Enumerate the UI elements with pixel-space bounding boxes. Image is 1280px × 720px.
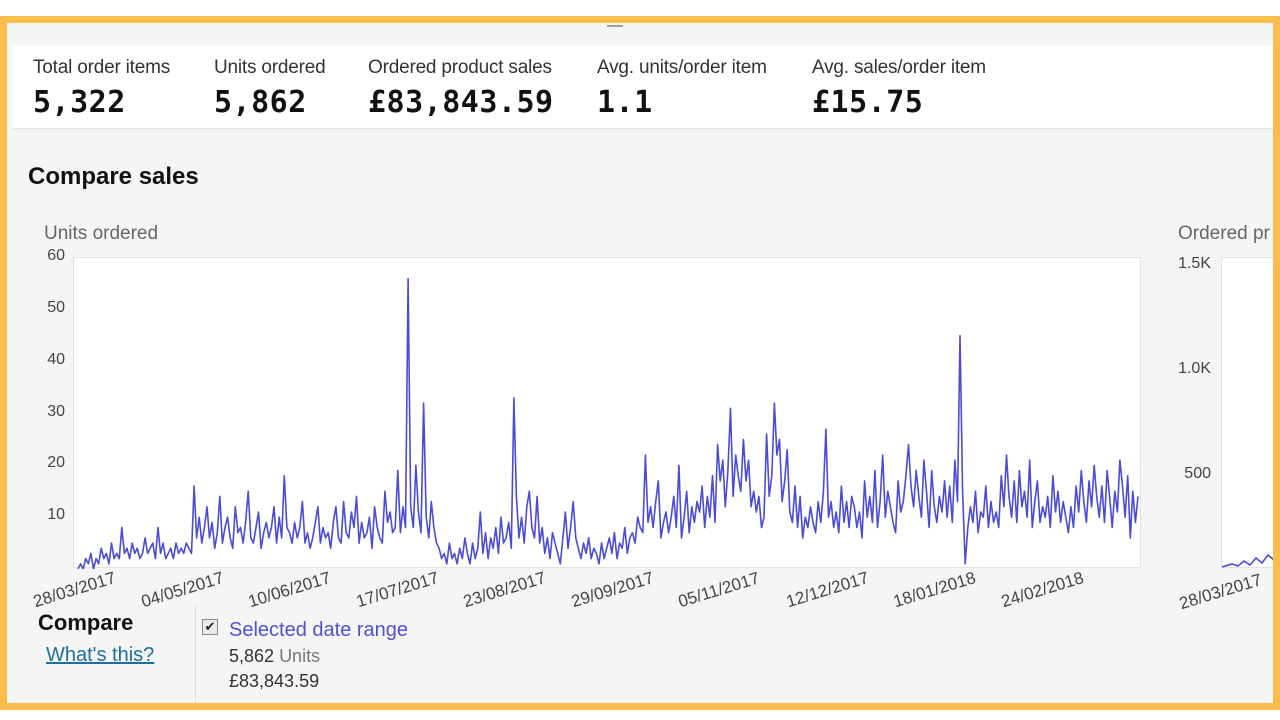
metric-total-order-items: Total order items 5,322: [33, 57, 170, 120]
cut-off-title: ―: [607, 17, 623, 34]
compare-sales-value: £83,843.59: [229, 671, 320, 691]
metric-avg-sales-per-order-item: Avg. sales/order item £15.75: [812, 57, 986, 120]
x-tick-label: 29/09/2017: [568, 568, 656, 612]
x-tick-label: 23/08/2017: [461, 568, 548, 612]
x-tick-label: 10/06/2017: [246, 568, 333, 612]
x-tick-label: 18/01/2018: [891, 568, 978, 612]
ordered-product-sales-chart: [1222, 553, 1273, 568]
compare-label: Compare: [38, 610, 134, 635]
sales-chart-plot: [1221, 257, 1273, 568]
compare-units: 5,862 Units: [229, 646, 320, 667]
metric-value: 1.1: [597, 85, 653, 120]
metric-value: £83,843.59: [368, 85, 554, 120]
selected-date-range-label[interactable]: Selected date range: [229, 619, 409, 641]
x-tick-label: 05/11/2017: [676, 568, 762, 612]
compare-units-value: 5,862: [229, 646, 275, 666]
units-chart-plot: [73, 257, 1141, 569]
x-tick-label: 17/07/2017: [353, 568, 441, 612]
y-tick-label: 20: [47, 454, 65, 472]
x-tick-label: 24/02/2018: [998, 568, 1086, 612]
section-title: Compare sales: [28, 163, 199, 190]
y-tick-label: 1.0K: [1178, 360, 1211, 377]
y-tick-label: 40: [47, 350, 65, 368]
compare-divider: [195, 606, 196, 703]
x-tick-label: 04/05/2017: [138, 568, 226, 612]
sales-chart-y-title: Ordered pr: [1178, 223, 1270, 244]
y-tick-label: 30: [47, 402, 65, 420]
metric-label: Total order items: [33, 57, 171, 78]
metric-ordered-product-sales: Ordered product sales £83,843.59: [368, 57, 554, 120]
y-tick-label: 10: [47, 506, 65, 524]
sales-series-line: [1222, 553, 1273, 568]
y-tick-label: 1.5K: [1178, 255, 1211, 272]
metric-value: £15.75: [812, 85, 924, 120]
selected-date-range-checkbox[interactable]: ✔: [202, 619, 218, 635]
metric-label: Avg. units/order item: [597, 57, 767, 78]
metric-label: Units ordered: [214, 57, 326, 78]
units-ordered-series-line: [77, 277, 1139, 569]
metric-avg-units-per-order-item: Avg. units/order item 1.1: [597, 57, 767, 120]
metrics-bar: Total order items 5,322 Units ordered 5,…: [13, 45, 1273, 129]
compare-units-word: Units: [279, 646, 321, 666]
metric-label: Avg. sales/order item: [812, 57, 986, 78]
whats-this-link[interactable]: What's this?: [46, 644, 155, 666]
y-tick-label: 50: [47, 298, 65, 316]
y-tick-label: 500: [1184, 465, 1211, 482]
y-tick-label: 60: [47, 247, 65, 264]
x-tick-label: 28/03/2017: [31, 568, 118, 612]
x-tick-label: 12/12/2017: [783, 568, 871, 612]
metric-label: Ordered product sales: [368, 57, 552, 78]
metric-value: 5,862: [214, 85, 307, 120]
units-chart-y-title: Units ordered: [44, 223, 159, 244]
metric-value: 5,322: [33, 85, 126, 120]
units-ordered-chart: [77, 277, 1139, 569]
x-tick-label: 28/03/2017: [1177, 570, 1264, 614]
metric-units-ordered: Units ordered 5,862: [214, 57, 326, 120]
screenshot-frame: ― Total order items 5,322 Units ordered …: [0, 16, 1280, 710]
